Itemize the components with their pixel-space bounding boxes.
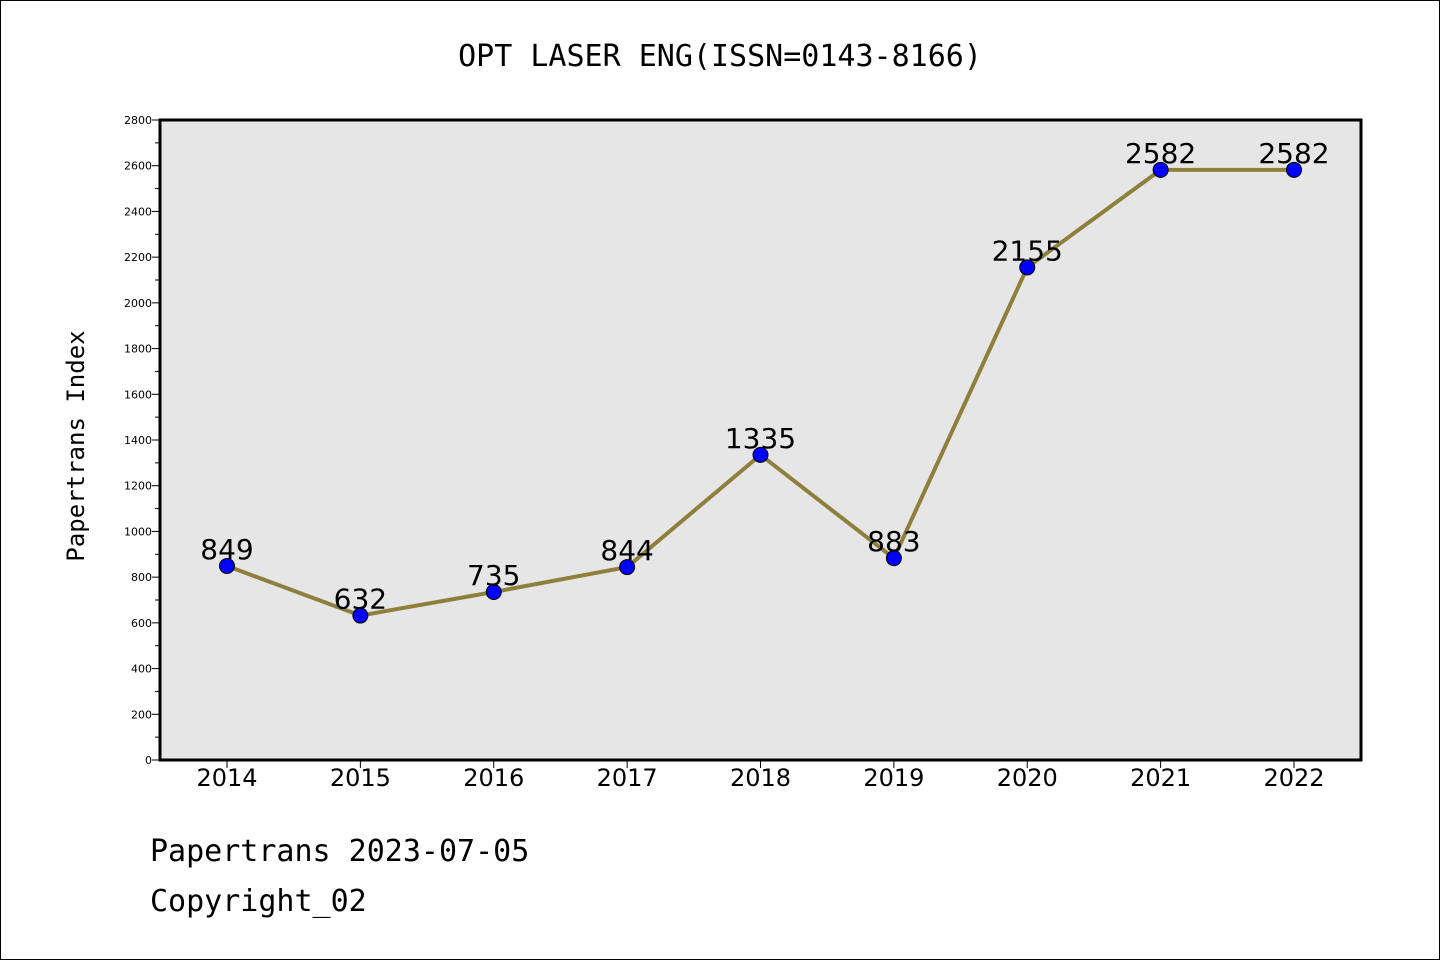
footer-date: Papertrans 2023-07-05 xyxy=(150,834,530,869)
plot-area xyxy=(158,118,1363,762)
y-tick-label: 2600 xyxy=(124,160,152,173)
y-axis-label: Papertrans Index xyxy=(62,330,90,561)
y-tick-label: 2400 xyxy=(124,205,152,218)
x-tick-label: 2015 xyxy=(330,764,391,792)
data-labels: 849 632 735 844 1335 883 2155 2582 2582 xyxy=(200,137,1329,616)
data-label: 883 xyxy=(867,525,920,558)
y-axis: 0 200 400 600 800 1000 1200 1400 1600 1800 2000 220… xyxy=(124,114,160,767)
data-label: 2155 xyxy=(992,234,1063,267)
data-point xyxy=(752,446,769,463)
data-label: 2582 xyxy=(1258,137,1329,170)
y-tick-label: 600 xyxy=(131,617,152,630)
data-label: 1335 xyxy=(725,422,796,455)
y-tick-label: 800 xyxy=(131,571,152,584)
y-tick-label: 200 xyxy=(131,708,152,721)
y-tick-label: 1600 xyxy=(124,388,152,401)
data-point xyxy=(1019,259,1036,276)
y-tick-label: 2800 xyxy=(124,114,152,127)
y-tick-label: 2000 xyxy=(124,297,152,310)
data-point xyxy=(885,550,902,567)
y-tick-label: 0 xyxy=(145,754,152,767)
x-axis: 2014 2015 2016 2017 2018 2019 2020 2021 2022 xyxy=(196,760,1325,792)
y-tick-label: 1400 xyxy=(124,434,152,447)
x-tick-label: 2016 xyxy=(463,764,524,792)
y-tick-label: 2200 xyxy=(124,251,152,264)
y-tick-label: 1000 xyxy=(124,525,152,538)
x-tick-label: 2019 xyxy=(863,764,924,792)
x-tick-label: 2020 xyxy=(997,764,1058,792)
series xyxy=(219,161,1302,624)
data-point xyxy=(619,559,636,576)
data-point xyxy=(1286,161,1302,178)
y-tick-label: 1200 xyxy=(124,480,152,493)
data-point xyxy=(1152,161,1169,178)
footer-copyright: Copyright_02 xyxy=(150,884,367,919)
chart-title: OPT LASER ENG(ISSN=0143-8166) xyxy=(458,39,982,74)
data-label: 2582 xyxy=(1125,137,1196,170)
x-tick-label: 2022 xyxy=(1263,764,1324,792)
data-point xyxy=(485,584,502,600)
x-tick-label: 2014 xyxy=(196,764,257,792)
data-label: 849 xyxy=(200,533,253,566)
x-tick-label: 2017 xyxy=(597,764,658,792)
y-tick-label: 1800 xyxy=(124,343,152,356)
y-tick-label: 400 xyxy=(131,663,152,676)
data-point xyxy=(219,557,235,574)
data-label: 632 xyxy=(334,583,387,616)
data-label: 844 xyxy=(600,534,653,567)
x-tick-label: 2021 xyxy=(1130,764,1191,792)
data-point xyxy=(352,607,369,624)
x-tick-label: 2018 xyxy=(730,764,791,792)
data-label: 735 xyxy=(467,559,520,592)
